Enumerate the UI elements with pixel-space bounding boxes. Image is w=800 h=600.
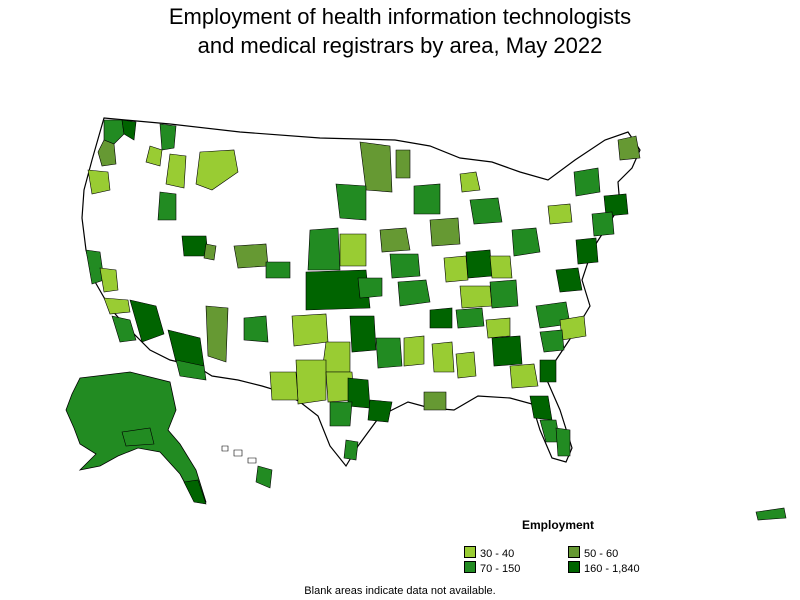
map-area [459,285,493,309]
map-area [243,315,269,343]
legend-item-50-60: 50 - 60 [568,546,618,560]
map-area [403,335,425,367]
legend-item-160-1840: 160 - 1,840 [568,561,640,575]
map-area [291,313,329,347]
map-area [511,227,541,257]
map-area [349,315,377,353]
map-area [423,391,447,411]
map-area [87,169,111,195]
map-area [359,141,393,193]
map-area [509,363,539,389]
choropleth-map [0,110,800,530]
map-area [559,315,587,341]
legend-item-70-150: 70 - 150 [464,561,520,575]
map-area [221,445,229,452]
map-area [295,359,327,405]
map-area [379,227,411,253]
legend-swatch [568,546,580,558]
map-area [181,235,209,257]
map-area [203,243,217,261]
map-area [357,277,383,299]
map-area [165,153,187,189]
map-title: Employment of health information technol… [0,2,800,60]
map-area [265,261,291,279]
map-area [485,317,511,339]
map-area [305,269,371,311]
map-area [145,145,163,167]
map-area [233,449,243,457]
legend-title: Employment [522,518,595,532]
map-area [307,227,341,271]
map-area [429,217,461,247]
map-area [397,279,431,307]
footnote: Blank areas indicate data not available. [304,585,496,597]
map-area [335,183,367,221]
map-area [573,167,601,197]
map-area [195,149,239,191]
map-area [159,123,177,151]
map-area [489,279,519,309]
hawaii-islands [221,445,273,489]
map-area [97,139,117,167]
map-area [389,253,421,279]
legend-swatch [464,546,476,558]
map-title-line-1: Employment of health information technol… [168,4,632,29]
map-area [339,233,367,267]
puerto-rico [755,507,787,521]
map-area [575,237,599,265]
legend-label: 160 - 1,840 [584,563,640,575]
map-area [539,359,557,383]
map-area [489,255,513,279]
map-area [183,479,207,505]
map-area [395,149,411,179]
map-area [455,351,477,379]
map-area [443,255,469,283]
map-area [375,337,403,369]
map-area [591,211,615,237]
map-area [547,203,573,225]
map-area [555,267,583,293]
legend: Employment 30 - 40 50 - 60 70 - 150 160 … [462,518,662,578]
map-area [455,307,485,329]
map-area [121,427,155,447]
map-area [121,119,137,141]
map-area [157,191,177,221]
legend-item-30-40: 30 - 40 [464,546,514,560]
map-area [469,197,503,225]
map-area [459,171,481,193]
map-area [603,193,629,217]
map-area [175,359,207,381]
map-area [491,335,523,367]
map-area [129,299,165,343]
legend-label: 30 - 40 [480,548,515,560]
map-title-line-2: and medical registrars by area, May 2022 [197,33,603,58]
map-area [539,329,565,353]
map-area [247,457,257,464]
map-area [103,297,131,315]
map-area [99,267,119,293]
map-svg [65,117,787,521]
map-area [329,401,353,427]
map-area [269,371,299,401]
map-areas [85,119,641,461]
map-area [233,243,269,269]
map-area [617,135,641,161]
map-area [429,307,453,329]
map-area [205,305,229,363]
legend-swatch [568,561,580,573]
map-area [465,249,493,279]
legend-swatch [464,561,476,573]
map-area [111,315,137,343]
map-area [529,395,553,421]
map-area [431,341,455,373]
map-area [555,427,571,457]
legend-label: 70 - 150 [480,563,521,575]
map-area [413,183,441,215]
map-area [367,399,393,423]
map-area [255,465,273,489]
map-area [103,119,125,145]
map-area [343,439,359,461]
legend-label: 50 - 60 [584,548,619,560]
